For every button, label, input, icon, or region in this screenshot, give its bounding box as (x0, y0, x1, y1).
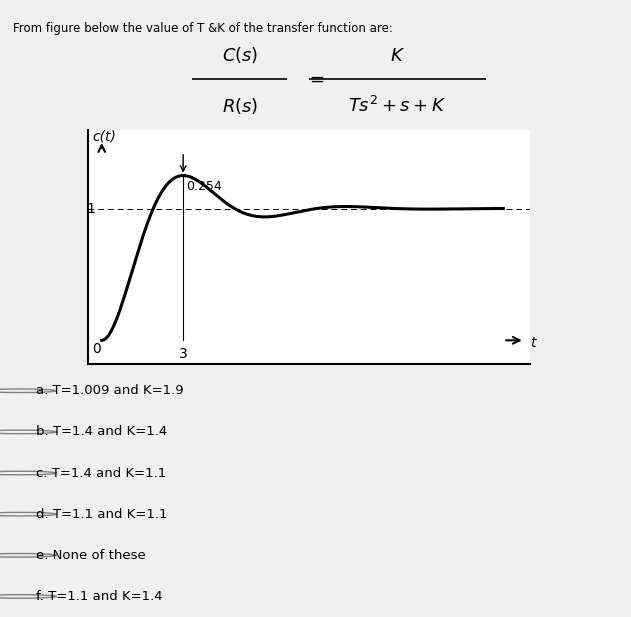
Text: $K$: $K$ (390, 47, 405, 65)
Text: From figure below the value of T &K of the transfer function are:: From figure below the value of T &K of t… (13, 22, 392, 35)
Text: 0.254: 0.254 (186, 180, 221, 193)
Text: a. T=1.009 and K=1.9: a. T=1.009 and K=1.9 (36, 384, 184, 397)
Text: b. T=1.4 and K=1.4: b. T=1.4 and K=1.4 (36, 425, 167, 439)
Text: 1: 1 (86, 202, 95, 215)
Text: $Ts^2 + s + K$: $Ts^2 + s + K$ (348, 96, 447, 116)
Text: $=$: $=$ (306, 70, 325, 88)
Text: $C(s)$: $C(s)$ (221, 45, 258, 65)
Text: t: t (530, 336, 536, 350)
Text: c. T=1.4 and K=1.1: c. T=1.4 and K=1.1 (36, 466, 166, 479)
Text: $R(s)$: $R(s)$ (221, 96, 258, 115)
Text: 0: 0 (91, 342, 100, 356)
Text: 3: 3 (179, 347, 187, 361)
Text: e. None of these: e. None of these (36, 549, 145, 562)
Text: f. T=1.1 and K=1.4: f. T=1.1 and K=1.4 (36, 590, 162, 603)
Text: d. T=1.1 and K=1.1: d. T=1.1 and K=1.1 (36, 508, 167, 521)
Text: c(t): c(t) (92, 129, 116, 143)
